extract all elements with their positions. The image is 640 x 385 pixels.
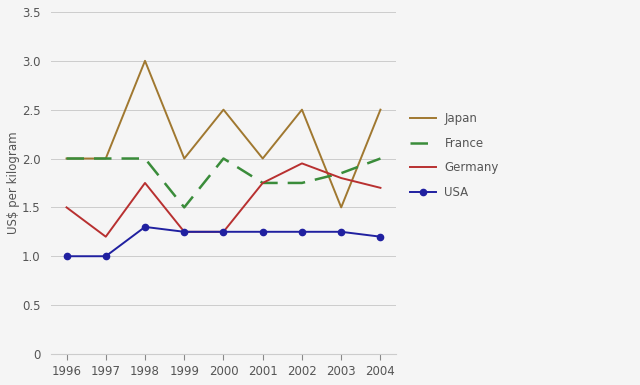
Germany <box>63 205 70 210</box>
Japan <box>376 107 384 112</box>
Japan <box>63 156 70 161</box>
France <box>337 171 345 176</box>
Germany <box>376 186 384 190</box>
USA <box>337 229 345 234</box>
Japan <box>180 156 188 161</box>
Legend: Japan, France, Germany, USA: Japan, France, Germany, USA <box>406 107 504 204</box>
France <box>141 156 149 161</box>
France <box>102 156 109 161</box>
Line: Japan: Japan <box>67 61 380 208</box>
France <box>220 156 227 161</box>
Line: USA: USA <box>63 224 383 259</box>
Japan <box>102 156 109 161</box>
France <box>63 156 70 161</box>
Line: Germany: Germany <box>67 163 380 237</box>
Y-axis label: US$ per kilogram: US$ per kilogram <box>7 132 20 234</box>
Germany <box>259 181 266 185</box>
France <box>180 205 188 210</box>
Japan <box>298 107 306 112</box>
Germany <box>220 229 227 234</box>
Japan <box>141 59 149 63</box>
France <box>298 181 306 185</box>
Japan <box>259 156 266 161</box>
USA <box>298 229 306 234</box>
France <box>376 156 384 161</box>
USA <box>376 234 384 239</box>
Japan <box>220 107 227 112</box>
Line: France: France <box>67 159 380 208</box>
Germany <box>298 161 306 166</box>
Germany <box>180 229 188 234</box>
USA <box>102 254 109 259</box>
USA <box>259 229 266 234</box>
Germany <box>337 176 345 180</box>
Germany <box>102 234 109 239</box>
France <box>259 181 266 185</box>
Japan <box>337 205 345 210</box>
USA <box>220 229 227 234</box>
USA <box>180 229 188 234</box>
USA <box>63 254 70 259</box>
Germany <box>141 181 149 185</box>
USA <box>141 224 149 229</box>
